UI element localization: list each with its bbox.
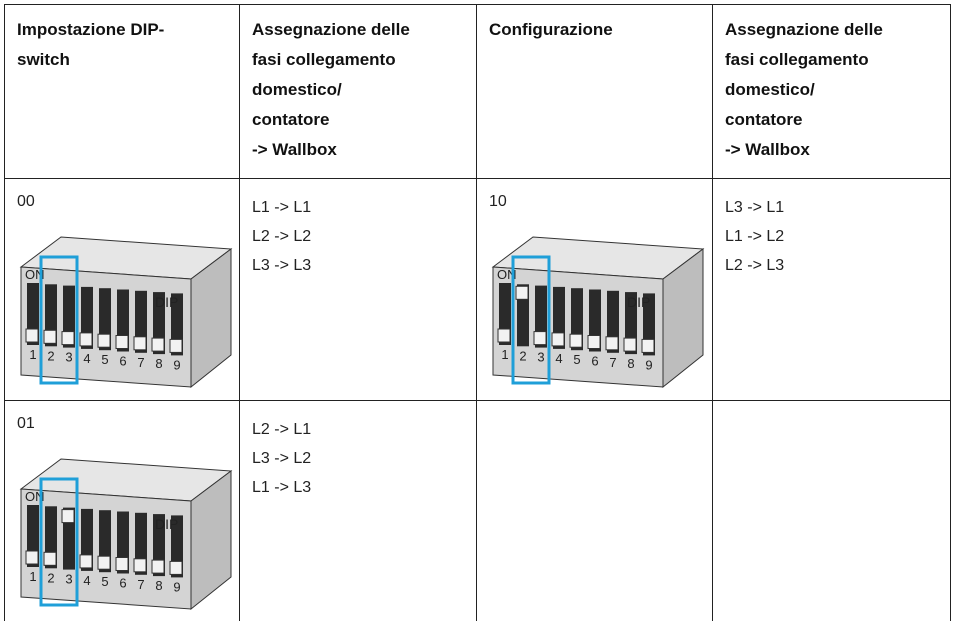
phase-mapping: L1 -> L3 <box>252 479 312 496</box>
dip-number: 3 <box>537 350 544 365</box>
switch-code: 01 <box>17 415 35 432</box>
dip-brand-label: DIP <box>155 516 178 532</box>
table-cell: 01 1 2 3 4 5 6 7 8 9 ON DIP <box>4 400 240 621</box>
dip-number: 4 <box>83 351 90 366</box>
dip-number: 2 <box>519 348 526 363</box>
dip-knob <box>61 331 75 346</box>
dip-knob <box>115 557 129 571</box>
dip-number: 7 <box>137 355 144 370</box>
phase-mapping: L1 -> L1 <box>252 199 312 216</box>
phase-list: L1 -> L1 L2 -> L2 L3 -> L3 <box>252 193 311 280</box>
table-cell: L2 -> L1 L3 -> L2 L1 -> L3 <box>239 400 477 621</box>
header-cell: Assegnazione delle fasi collegamento dom… <box>712 4 951 178</box>
dip-number: 4 <box>555 351 562 366</box>
dip-number: 7 <box>609 355 616 370</box>
dip-knob <box>25 550 39 565</box>
dip-knob <box>25 328 39 343</box>
dip-knob <box>169 338 183 353</box>
dip-number: 4 <box>83 573 90 588</box>
phase-mapping: L1 -> L2 <box>725 228 785 245</box>
table-cell: 10 1 2 3 4 5 6 7 8 9 ON DIP <box>476 178 713 400</box>
dip-number: 2 <box>47 348 54 363</box>
header-text: Assegnazione delle fasi collegamento dom… <box>252 20 410 159</box>
phase-list: L2 -> L1 L3 -> L2 L1 -> L3 <box>252 415 311 502</box>
dip-brand-label: DIP <box>155 294 178 310</box>
dip-number: 9 <box>173 357 180 372</box>
header-cell: Configurazione <box>476 4 713 178</box>
dip-knob <box>605 336 619 351</box>
dip-brand-label: DIP <box>627 294 650 310</box>
dip-knob <box>551 332 565 347</box>
dip-number: 8 <box>155 356 162 371</box>
dip-number: 8 <box>627 356 634 371</box>
switch-code: 10 <box>489 193 507 210</box>
table-cell <box>476 400 713 621</box>
dip-number: 9 <box>173 579 180 594</box>
dip-number: 1 <box>29 347 36 362</box>
phase-mapping: L2 -> L2 <box>252 228 312 245</box>
switch-code: 00 <box>17 193 35 210</box>
dip-knob <box>97 555 111 570</box>
dip-number: 2 <box>47 570 54 585</box>
table-cell: L1 -> L1 L2 -> L2 L3 -> L3 <box>239 178 477 400</box>
table-cell: 00 1 2 3 4 5 6 7 8 9 ON DIP <box>4 178 240 400</box>
dip-knob <box>43 329 57 344</box>
dip-number: 9 <box>645 357 652 372</box>
header-text: Assegnazione delle fasi collegamento dom… <box>725 20 883 159</box>
table-cell <box>712 400 951 621</box>
dip-number: 5 <box>573 352 580 367</box>
dip-knob <box>587 335 601 349</box>
header-text: Configurazione <box>489 20 613 39</box>
dip-knob <box>43 551 57 566</box>
dip-number: 5 <box>101 574 108 589</box>
dip-number: 7 <box>137 577 144 592</box>
dip-knob <box>169 560 183 575</box>
dip-knob <box>133 336 147 351</box>
dip-knob <box>79 554 93 569</box>
table-cell: L3 -> L1 L1 -> L2 L2 -> L3 <box>712 178 951 400</box>
dip-knob <box>79 332 93 347</box>
dip-highlight <box>39 477 79 607</box>
dip-highlight <box>511 255 551 385</box>
dip-number: 3 <box>65 350 72 365</box>
dip-knob <box>151 337 165 352</box>
dip-knob <box>641 338 655 353</box>
dip-knob <box>623 337 637 352</box>
dip-number: 6 <box>591 354 598 369</box>
header-text: Impostazione DIP- switch <box>17 20 165 69</box>
dip-number: 6 <box>119 354 126 369</box>
dip-knob <box>61 509 75 524</box>
dip-knob <box>515 285 529 300</box>
phase-mapping: L2 -> L3 <box>725 257 785 274</box>
dip-number: 3 <box>65 572 72 587</box>
dip-knob <box>133 558 147 573</box>
dip-knob <box>115 335 129 349</box>
header-cell: Assegnazione delle fasi collegamento dom… <box>239 4 477 178</box>
phase-mapping: L3 -> L3 <box>252 257 312 274</box>
dip-knob <box>151 559 165 574</box>
phase-mapping: L2 -> L1 <box>252 421 312 438</box>
dip-knob <box>569 333 583 348</box>
dip-highlight <box>39 255 79 385</box>
dip-number: 8 <box>155 578 162 593</box>
phase-mapping: L3 -> L1 <box>725 199 785 216</box>
dip-number: 6 <box>119 576 126 591</box>
header-cell: Impostazione DIP- switch <box>4 4 240 178</box>
dip-knob <box>497 328 511 343</box>
dip-knob <box>533 331 547 346</box>
dip-number: 1 <box>501 347 508 362</box>
phase-list: L3 -> L1 L1 -> L2 L2 -> L3 <box>725 193 784 280</box>
dip-number: 1 <box>29 569 36 584</box>
dip-number: 5 <box>101 352 108 367</box>
phase-mapping: L3 -> L2 <box>252 450 312 467</box>
dip-knob <box>97 333 111 348</box>
